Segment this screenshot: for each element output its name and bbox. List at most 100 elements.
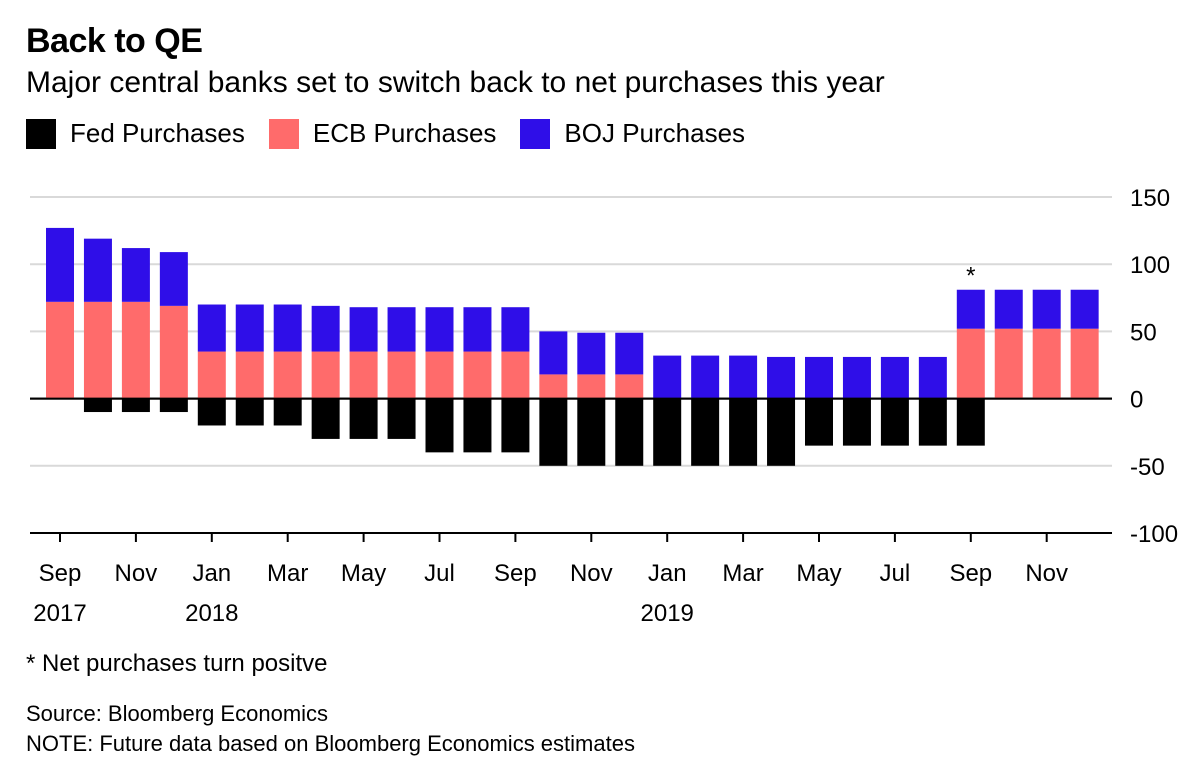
bar-fed-12 [501, 398, 530, 453]
bar-fed-20 [805, 398, 833, 446]
bar-boj-11 [463, 307, 492, 352]
xtick-label-year: 2018 [185, 600, 238, 627]
xtick-label-year: 2019 [641, 600, 694, 627]
bar-fed-14 [577, 398, 606, 466]
bar-fed-5 [235, 398, 264, 426]
bar-ecb-4 [197, 351, 226, 399]
xtick-label-month: May [796, 560, 841, 587]
xtick-label-month: Nov [570, 560, 613, 587]
bar-fed-13 [539, 398, 568, 466]
legend-item-fed: Fed Purchases [26, 118, 245, 149]
bar-ecb-13 [539, 374, 568, 399]
xtick-label-month: May [341, 560, 386, 587]
chart-title: Back to QE [26, 22, 203, 60]
legend-label-boj: BOJ Purchases [564, 118, 746, 148]
ytick-label: 0 [1130, 387, 1143, 414]
legend-item-ecb: ECB Purchases [268, 118, 497, 149]
bar-ecb-3 [159, 305, 188, 399]
bar-boj-9 [387, 307, 416, 352]
xtick-label-month: Sep [39, 560, 82, 587]
annotation-asterisk: * [966, 263, 975, 290]
bar-fed-1 [83, 398, 112, 413]
bar-boj-17 [691, 355, 720, 399]
bar-boj-22 [880, 356, 909, 399]
bar-fed-23 [918, 398, 947, 446]
legend: Fed Purchases ECB Purchases BOJ Purchase… [26, 118, 769, 149]
bar-boj-13 [539, 331, 568, 375]
bar-fed-6 [273, 398, 302, 426]
bar-fed-19 [767, 398, 796, 466]
bar-ecb-24 [956, 328, 985, 399]
ytick-label: -50 [1130, 454, 1165, 481]
bar-fed-10 [425, 398, 454, 453]
xtick-label-month: Jul [880, 560, 911, 587]
bar-ecb-27 [1070, 328, 1099, 399]
bar-boj-21 [842, 356, 871, 399]
xtick-label-month: Jan [648, 560, 687, 587]
bar-fed-16 [653, 398, 682, 466]
bar-boj-19 [767, 356, 796, 399]
bar-boj-23 [918, 356, 947, 399]
bar-boj-1 [83, 238, 112, 302]
bar-ecb-8 [349, 351, 378, 399]
bar-fed-15 [615, 398, 644, 466]
bar-ecb-2 [121, 301, 150, 399]
legend-item-boj: BOJ Purchases [520, 118, 745, 149]
bar-boj-25 [994, 289, 1023, 329]
xtick-label-month: Sep [494, 560, 537, 587]
legend-swatch-ecb [268, 118, 299, 149]
chart-area: -100 -50 0 50 100 150 Sep 2017 Nov Jan 2018 Mar May J… [0, 180, 1200, 640]
legend-label-fed: Fed Purchases [70, 118, 245, 148]
bar-ecb-7 [311, 351, 340, 399]
bar-ecb-9 [387, 351, 416, 399]
bar-boj-7 [311, 305, 340, 352]
ytick-label: 50 [1130, 319, 1157, 346]
bar-boj-4 [197, 304, 226, 352]
bar-boj-2 [121, 248, 150, 302]
legend-label-ecb: ECB Purchases [312, 118, 497, 148]
bar-ecb-10 [425, 351, 454, 399]
xtick-label-month: Jul [424, 560, 455, 587]
bar-boj-14 [577, 332, 606, 375]
bar-boj-26 [1032, 289, 1061, 329]
bar-fed-9 [387, 398, 416, 439]
bar-boj-15 [615, 332, 644, 375]
footnote: * Net purchases turn positve [26, 650, 328, 677]
bar-fed-2 [121, 398, 150, 413]
bar-fed-17 [691, 398, 720, 466]
bar-fed-8 [349, 398, 378, 439]
bar-ecb-14 [577, 374, 606, 399]
xtick-label-month: Mar [267, 560, 308, 587]
bar-fed-4 [197, 398, 226, 426]
bar-fed-7 [311, 398, 340, 439]
xtick-label-month: Sep [949, 560, 992, 587]
bar-boj-3 [159, 252, 188, 306]
note-text: NOTE: Future data based on Bloomberg Eco… [26, 731, 635, 756]
bar-ecb-0 [46, 301, 74, 399]
bar-boj-27 [1070, 289, 1099, 329]
bar-boj-24 [956, 289, 985, 329]
source-block: Source: Bloomberg Economics NOTE: Future… [26, 699, 635, 759]
bar-ecb-15 [615, 374, 644, 399]
xtick-label-month: Nov [1025, 560, 1068, 587]
stacked-bar-chart: -100 -50 0 50 100 150 Sep 2017 Nov Jan 2018 Mar May J… [30, 185, 1178, 627]
bar-boj-0 [46, 227, 74, 302]
bar-ecb-1 [83, 301, 112, 399]
xtick-label-month: Nov [115, 560, 158, 587]
bar-fed-11 [463, 398, 492, 453]
bar-boj-20 [805, 356, 833, 399]
bar-ecb-6 [273, 351, 302, 399]
bar-fed-18 [729, 398, 758, 466]
bar-boj-12 [501, 307, 530, 352]
bar-fed-21 [842, 398, 871, 446]
bar-ecb-26 [1032, 328, 1061, 399]
ytick-label: 150 [1130, 185, 1170, 212]
bar-ecb-5 [235, 351, 264, 399]
legend-swatch-fed [26, 118, 56, 149]
bar-fed-22 [880, 398, 909, 446]
bar-boj-6 [273, 304, 302, 352]
xtick-label-month: Mar [722, 560, 763, 587]
xtick-label-year: 2017 [33, 600, 86, 627]
bar-boj-18 [729, 355, 758, 399]
bar-ecb-12 [501, 351, 530, 399]
